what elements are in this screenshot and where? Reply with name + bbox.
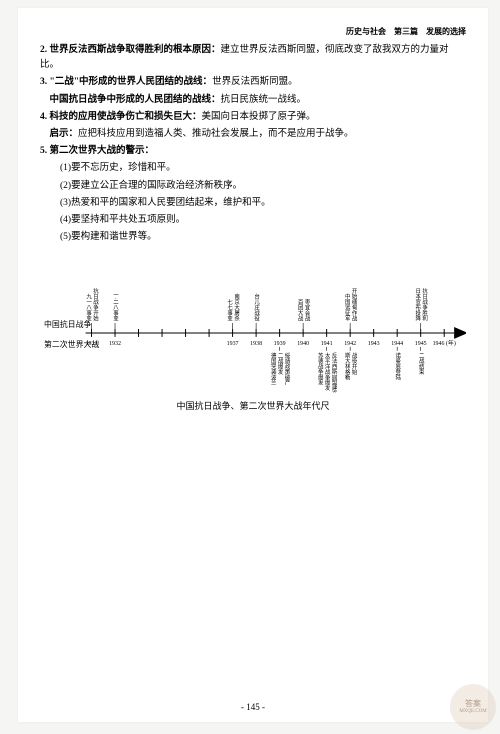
- svg-text:抗日战争胜利: 抗日战争胜利: [421, 287, 428, 321]
- item-4b-rest: 应把科技应用到造福人类、推动社会发展上，而不是应用于战争。: [78, 129, 354, 139]
- svg-text:1941: 1941: [321, 341, 333, 347]
- svg-text:七七事变: 七七事变: [226, 298, 233, 322]
- svg-text:1945: 1945: [415, 341, 427, 347]
- item-3b: 中国抗日战争中形成的人民团结的战线：抗日民族统一战线。: [40, 93, 466, 108]
- item-5: 5. 第二次世界大战的警示：: [40, 144, 466, 159]
- item-3a-rest: 世界反法西斯同盟。: [212, 77, 298, 87]
- sub-3: (3)热爱和平的国家和人民要团结起来，维护和平。: [40, 196, 466, 211]
- item-4a-rest: 美国向日本投掷了原子弹。: [202, 112, 316, 122]
- svg-text:1942: 1942: [344, 341, 356, 347]
- svg-text:1944: 1944: [391, 341, 403, 347]
- svg-text:1937: 1937: [227, 341, 239, 347]
- sub-1: (1)要不忘历史，珍惜和平。: [40, 161, 466, 176]
- timeline: 1931193219371938193919401941194219431944…: [40, 263, 466, 393]
- sub-2: (2)要建立公正合理的国际政治经济新秩序。: [40, 179, 466, 194]
- item-5-bold: 5. 第二次世界大战的警示：: [40, 146, 154, 156]
- svg-text:开始缅甸作战: 开始缅甸作战: [351, 288, 358, 322]
- svg-text:二战结束: 二战结束: [418, 353, 425, 376]
- svg-text:枣宜会战: 枣宜会战: [304, 298, 311, 322]
- svg-text:日本宣布投降: 日本宣布投降: [414, 288, 421, 322]
- svg-text:绥靖政策破产: 绥靖政策破产: [284, 352, 291, 387]
- svg-text:一·二八事变: 一·二八事变: [112, 292, 119, 322]
- svg-text:苏德战争爆发: 苏德战争爆发: [317, 352, 324, 387]
- item-3b-bold: 中国抗日战争中形成的人民团结的战线：: [40, 95, 221, 105]
- item-4b-bold: 启示：: [40, 129, 78, 139]
- item-3a-bold: 3. "二战"中形成的世界人民团结的战线：: [40, 77, 212, 87]
- item-3a: 3. "二战"中形成的世界人民团结的战线：世界反法西斯同盟。: [40, 75, 466, 90]
- header-right: 历史与社会 第三篇 发展的选择: [40, 26, 466, 37]
- svg-text:百团大战: 百团大战: [297, 299, 304, 322]
- svg-text:1940: 1940: [297, 341, 309, 347]
- svg-text:战役开始: 战役开始: [351, 352, 358, 376]
- svg-text:1938: 1938: [250, 341, 262, 347]
- item-2-bold: 2. 世界反法西斯战争取得胜利的根本原因：: [40, 45, 221, 55]
- svg-text:1932: 1932: [109, 341, 121, 347]
- svg-text:1939: 1939: [274, 341, 286, 347]
- svg-text:太平洋战争爆发: 太平洋战争爆发: [324, 352, 331, 393]
- watermark-l2: MXQE.COM: [459, 709, 486, 715]
- svg-text:斯大林格勒: 斯大林格勒: [344, 352, 351, 382]
- watermark-l1: 答案: [465, 700, 481, 709]
- svg-text:台儿庄战役: 台儿庄战役: [253, 293, 260, 323]
- sub-4: (4)要坚持和平共处五项原则。: [40, 213, 466, 228]
- item-3b-rest: 抗日民族统一战线。: [221, 95, 307, 105]
- svg-text:1946 (年): 1946 (年): [433, 339, 456, 347]
- svg-text:1943: 1943: [368, 341, 380, 347]
- svg-text:南京大屠杀: 南京大屠杀: [233, 293, 240, 322]
- watermark-stamp: 答案 MXQE.COM: [450, 684, 496, 730]
- svg-text:诺曼底登陆: 诺曼底登陆: [394, 353, 401, 382]
- sub-5: (5)要构建和谐世界等。: [40, 230, 466, 245]
- page-number: - 145 -: [18, 702, 488, 712]
- item-4b: 启示：应把科技应用到造福人类、推动社会发展上，而不是应用于战争。: [40, 127, 466, 142]
- svg-text:反法西斯同盟建立: 反法西斯同盟建立: [331, 352, 338, 393]
- svg-text:二战爆发: 二战爆发: [277, 353, 284, 376]
- svg-text:九一八事变: 九一八事变: [85, 293, 92, 323]
- svg-text:德国突袭波兰: 德国突袭波兰: [270, 352, 277, 386]
- item-4a: 4. 科技的应用使战争伤亡和损失巨大：美国向日本投掷了原子弹。: [40, 110, 466, 125]
- item-2: 2. 世界反法西斯战争取得胜利的根本原因：建立世界反法西斯同盟，彻底改变了敌我双…: [40, 43, 466, 73]
- svg-text:中国远征军: 中国远征军: [344, 293, 351, 323]
- svg-text:抗日战争开始: 抗日战争开始: [92, 287, 99, 322]
- timeline-caption: 中国抗日战争、第二次世界大战年代尺: [40, 399, 466, 412]
- item-4a-bold: 4. 科技的应用使战争伤亡和损失巨大：: [40, 112, 202, 122]
- svg-text:第二次世界大战: 第二次世界大战: [44, 339, 99, 349]
- timeline-svg: 1931193219371938193919401941194219431944…: [40, 263, 466, 393]
